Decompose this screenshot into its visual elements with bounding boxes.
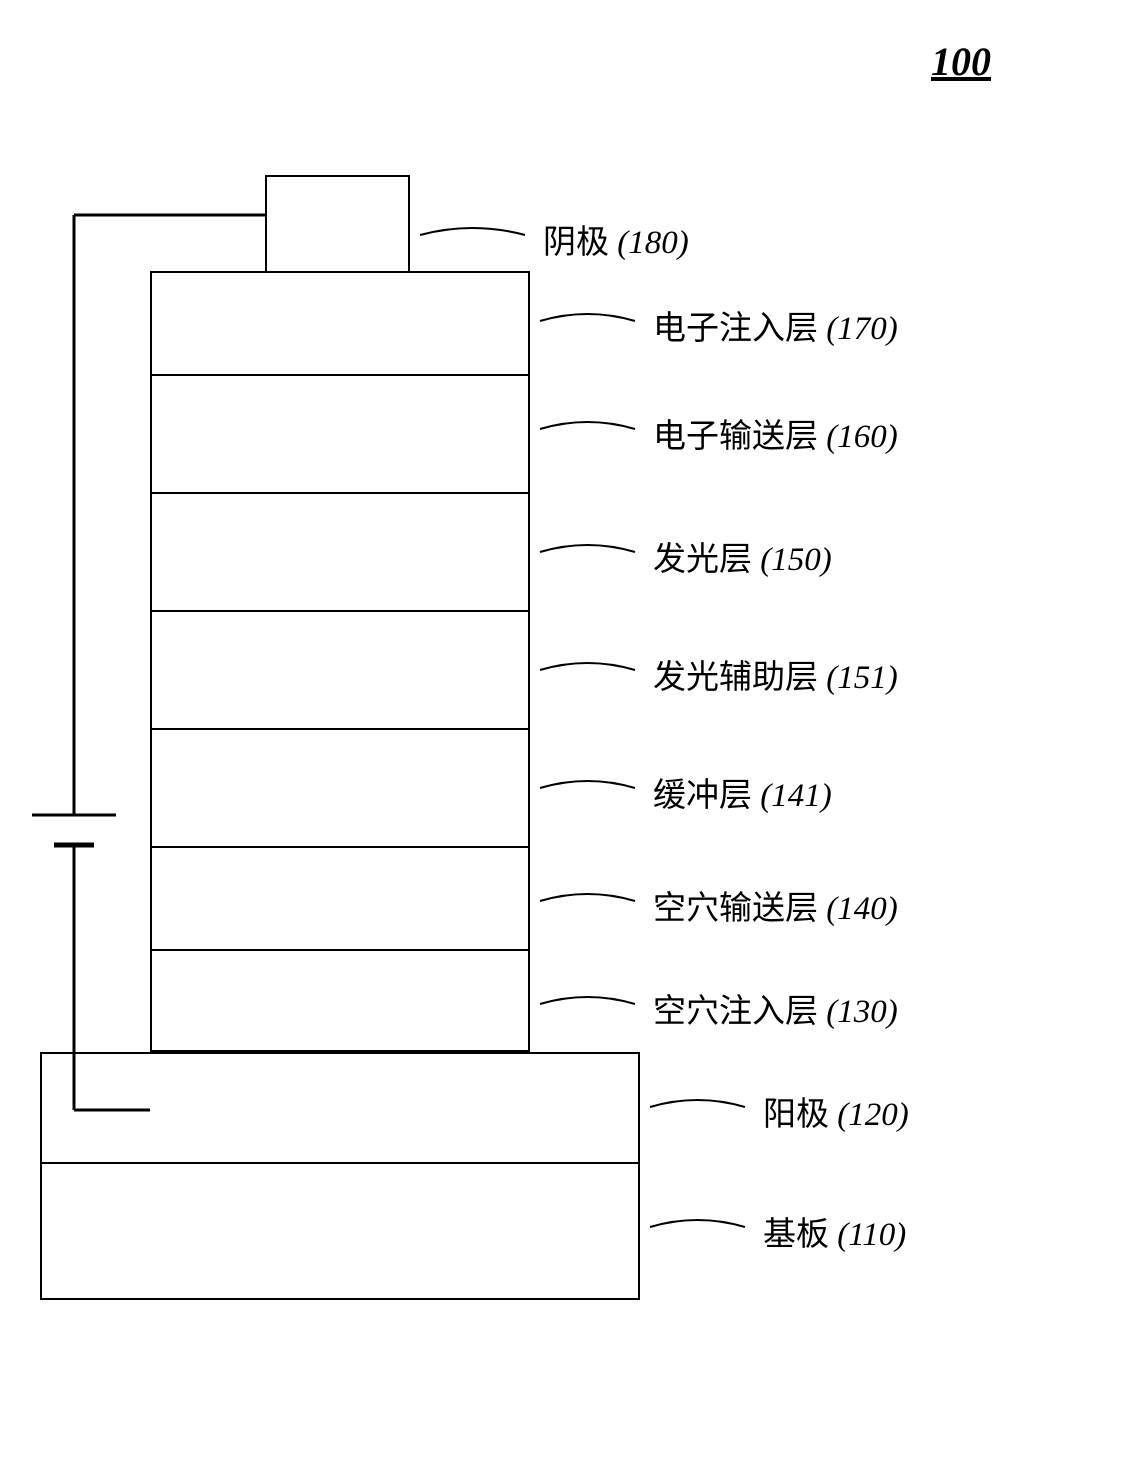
label-htl: 空穴输送层 (140) <box>653 881 898 929</box>
layer-eml <box>150 492 530 610</box>
layer-hil <box>150 949 530 1052</box>
figure-number: 100 <box>931 38 991 85</box>
leader-anode <box>650 1100 745 1107</box>
label-text-anode: 阳极 <box>763 1097 829 1133</box>
layer-htl <box>150 846 530 949</box>
label-text-htl: 空穴输送层 <box>653 891 818 927</box>
layer-anode <box>40 1052 640 1162</box>
label-text-buffer: 缓冲层 <box>653 778 752 814</box>
label-hil: 空穴注入层 (130) <box>653 984 898 1032</box>
layer-eil <box>150 271 530 374</box>
label-num-cathode: (180) <box>617 225 688 261</box>
label-num-hil: (130) <box>826 994 897 1030</box>
label-buffer: 缓冲层 (141) <box>653 768 832 816</box>
label-text-hil: 空穴注入层 <box>653 994 818 1030</box>
leader-substrate <box>650 1220 745 1227</box>
layer-emaux <box>150 610 530 728</box>
label-num-substrate: (110) <box>837 1217 906 1253</box>
label-text-etl: 电子输送层 <box>653 419 818 455</box>
label-num-emaux: (151) <box>826 660 897 696</box>
label-num-eil: (170) <box>826 311 897 347</box>
label-eil: 电子注入层 (170) <box>653 301 898 349</box>
label-text-eml: 发光层 <box>653 542 752 578</box>
label-num-anode: (120) <box>837 1097 908 1133</box>
label-emaux: 发光辅助层 (151) <box>653 650 898 698</box>
label-cathode: 阴极 (180) <box>543 215 689 263</box>
layer-etl <box>150 374 530 492</box>
label-anode: 阳极 (120) <box>763 1087 909 1135</box>
label-num-htl: (140) <box>826 891 897 927</box>
label-num-buffer: (141) <box>760 778 831 814</box>
layer-buffer <box>150 728 530 846</box>
label-eml: 发光层 (150) <box>653 532 832 580</box>
layer-cathode <box>265 175 410 271</box>
label-text-substrate: 基板 <box>763 1217 829 1253</box>
layer-stack <box>40 175 640 1300</box>
label-num-eml: (150) <box>760 542 831 578</box>
label-text-cathode: 阴极 <box>543 225 609 261</box>
layer-substrate <box>40 1162 640 1300</box>
label-substrate: 基板 (110) <box>763 1207 906 1255</box>
label-etl: 电子输送层 (160) <box>653 409 898 457</box>
label-num-etl: (160) <box>826 419 897 455</box>
label-text-eil: 电子注入层 <box>653 311 818 347</box>
label-text-emaux: 发光辅助层 <box>653 660 818 696</box>
